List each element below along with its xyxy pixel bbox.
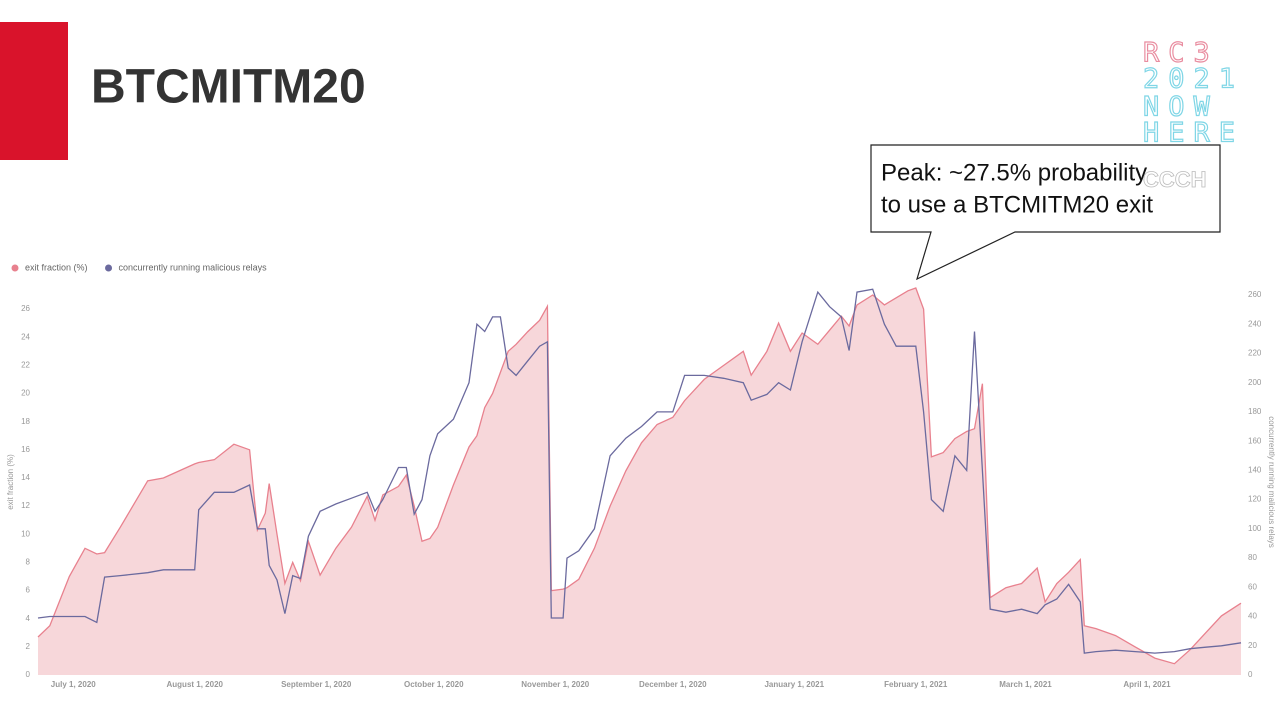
y2-axis-title: concurrently running malicious relays xyxy=(1267,416,1276,548)
y-tick-label: 24 xyxy=(21,332,30,341)
accent-bar xyxy=(0,22,68,160)
legend-marker xyxy=(11,264,19,272)
y2-tick-label: 40 xyxy=(1248,612,1257,621)
legend-label: concurrently running malicious relays xyxy=(119,262,268,272)
y-tick-label: 4 xyxy=(26,614,31,623)
y-tick-label: 14 xyxy=(21,473,30,482)
y-tick-label: 22 xyxy=(21,360,30,369)
x-tick-label: March 1, 2021 xyxy=(999,680,1052,689)
callout-text: to use a BTCMITM20 exit xyxy=(881,191,1153,218)
x-tick-label: November 1, 2020 xyxy=(521,680,590,689)
y2-tick-label: 0 xyxy=(1248,670,1253,679)
y2-tick-label: 120 xyxy=(1248,495,1262,504)
y-tick-label: 26 xyxy=(21,304,30,313)
callout-text: Peak: ~27.5% probability xyxy=(881,159,1147,186)
y2-tick-label: 60 xyxy=(1248,582,1257,591)
x-tick-label: January 1, 2021 xyxy=(764,680,824,689)
y2-tick-label: 200 xyxy=(1248,378,1262,387)
y2-tick-label: 180 xyxy=(1248,407,1262,416)
logo: RC3 2021 NOW HERE xyxy=(1142,37,1244,149)
y2-tick-label: 220 xyxy=(1248,349,1262,358)
y2-tick-label: 80 xyxy=(1248,553,1257,562)
area-fill xyxy=(38,288,1241,675)
legend-label: exit fraction (%) xyxy=(25,262,88,272)
logo-org: CCCH xyxy=(1143,167,1207,192)
y-tick-label: 18 xyxy=(21,417,30,426)
plot: 0246810121416182022242602040608010012014… xyxy=(11,262,1262,689)
x-tick-label: August 1, 2020 xyxy=(167,680,224,689)
y-tick-label: 0 xyxy=(26,670,31,679)
y-tick-label: 12 xyxy=(21,501,30,510)
y-tick-label: 2 xyxy=(26,642,31,651)
y2-tick-label: 260 xyxy=(1248,290,1262,299)
y-tick-label: 8 xyxy=(26,558,31,567)
y-axis-title: exit fraction (%) xyxy=(6,454,15,510)
area-line xyxy=(37,287,1242,665)
logo-text: HERE xyxy=(1143,118,1244,149)
x-tick-label: February 1, 2021 xyxy=(884,680,948,689)
x-tick-label: December 1, 2020 xyxy=(639,680,707,689)
y2-tick-label: 160 xyxy=(1248,436,1262,445)
x-tick-label: October 1, 2020 xyxy=(404,680,464,689)
x-tick-label: September 1, 2020 xyxy=(281,680,352,689)
y2-tick-label: 140 xyxy=(1248,465,1262,474)
x-tick-label: April 1, 2021 xyxy=(1123,680,1171,689)
y-tick-label: 16 xyxy=(21,445,30,454)
y2-tick-label: 240 xyxy=(1248,319,1262,328)
series-line xyxy=(37,288,1242,654)
y2-tick-label: 100 xyxy=(1248,524,1262,533)
slide-title: BTCMITM20 xyxy=(91,61,366,114)
logo-text: 2021 xyxy=(1143,64,1244,95)
callout xyxy=(870,144,1221,281)
logo-text: RC3 xyxy=(1143,38,1219,69)
x-tick-label: July 1, 2020 xyxy=(51,680,96,689)
logo-text: NOW xyxy=(1143,92,1219,123)
y2-tick-label: 20 xyxy=(1248,641,1257,650)
y-tick-label: 10 xyxy=(21,529,30,538)
legend-marker xyxy=(105,264,113,272)
y-tick-label: 6 xyxy=(26,586,31,595)
y-tick-label: 20 xyxy=(21,389,30,398)
